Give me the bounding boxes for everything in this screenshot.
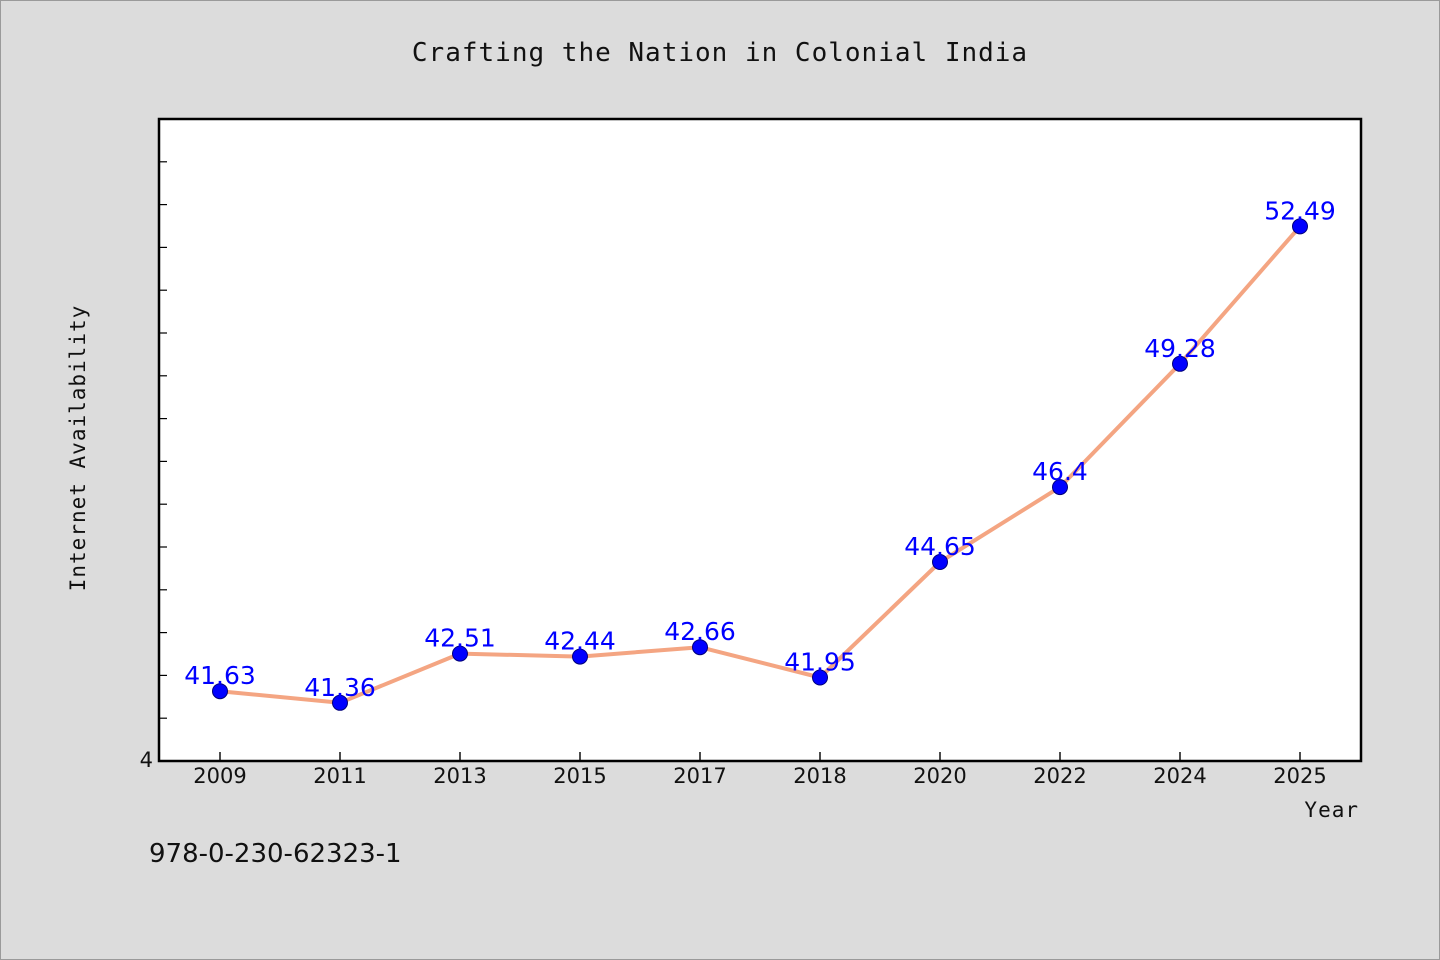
data-markers [212,218,1308,711]
data-point [332,694,348,711]
x-tick-label: 2015 [553,764,606,788]
data-label: 42.51 [424,624,496,653]
data-point [692,639,708,656]
x-tick-label: 2022 [1033,764,1086,788]
plot-area [157,117,1363,763]
x-tick-label: 2020 [913,764,966,788]
x-axis-ticks [219,752,1301,761]
data-point [812,669,828,686]
x-tick-label: 2025 [1273,764,1326,788]
data-label: 44.65 [904,532,976,561]
x-tick-label: 2013 [433,764,486,788]
data-point [932,554,948,570]
x-tick-label: 2011 [313,764,366,788]
data-label: 46.4 [1032,457,1088,486]
data-label: 52.49 [1264,196,1336,225]
data-point [1172,355,1188,372]
y-axis-tick-labels: 4 [140,748,153,772]
series-line [218,224,1302,705]
data-label: 41.63 [184,661,256,690]
x-axis-title: Year [1304,798,1359,822]
data-label: 41.36 [304,673,376,702]
x-axis-tick-labels: 2009 2011 2013 2015 2017 2018 2020 2022 2024 2025 [193,764,1326,788]
data-label: 41.95 [784,648,856,677]
data-point [452,645,468,662]
x-tick-label: 2017 [673,764,726,788]
chart-title: Crafting the Nation in Colonial India [412,38,1028,68]
y-axis-title: Internet Availability [66,305,90,592]
data-point [1292,218,1308,235]
data-point [212,683,228,700]
data-point [1052,479,1068,496]
x-tick-label: 2018 [793,764,846,788]
data-label: 42.66 [664,617,736,646]
data-labels: 41.63 41.36 42.51 42.44 42.66 41.95 44.65 46.4 4… [184,196,1336,701]
x-tick-label: 2024 [1153,764,1206,788]
x-tick-label: 2009 [193,764,246,788]
data-label: 42.44 [544,627,616,656]
y-tick-label: 4 [140,748,153,772]
isbn-label: 978-0-230-62323-1 [149,839,402,869]
data-point [572,648,588,665]
data-label: 49.28 [1144,334,1216,363]
y-axis-ticks [159,161,167,719]
